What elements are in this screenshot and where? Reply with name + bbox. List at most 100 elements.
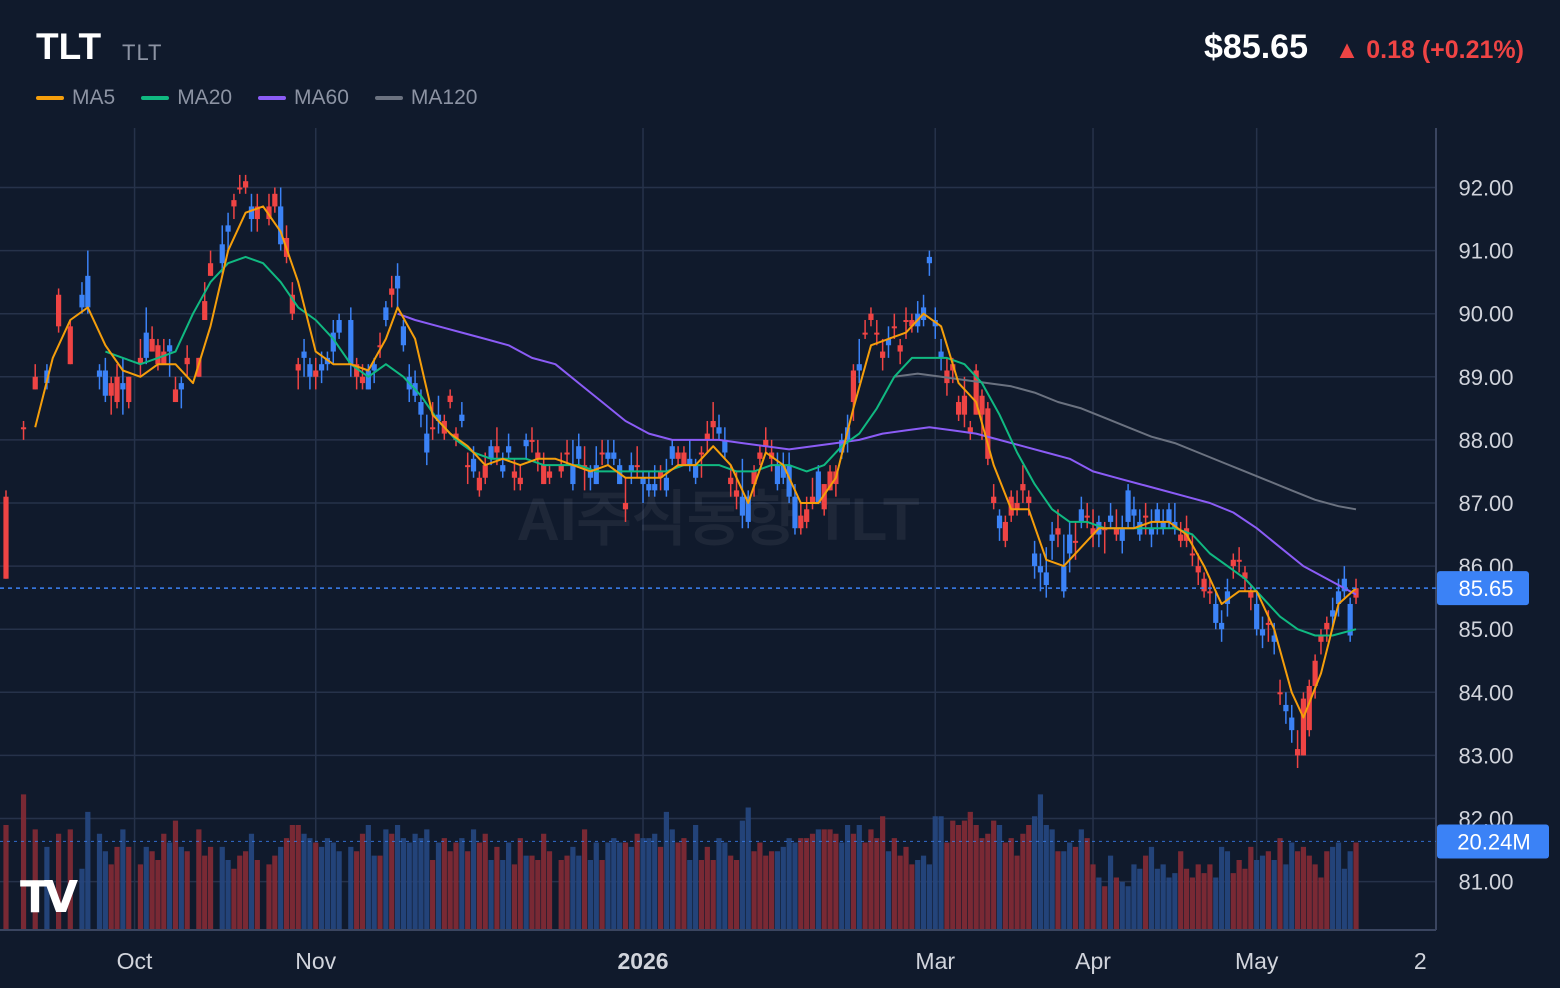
volume-bar: [44, 846, 50, 930]
candle-body: [32, 376, 38, 390]
volume-bar: [476, 842, 482, 930]
candle-body: [546, 471, 553, 478]
volume-bar: [1183, 868, 1190, 930]
volume-bar: [1306, 855, 1312, 930]
volume-bar: [231, 868, 237, 930]
volume-bar: [1335, 842, 1342, 930]
candle-body: [137, 357, 144, 365]
volume-bar: [3, 825, 9, 930]
last-price-badge: [1437, 571, 1529, 606]
volume-bar: [161, 833, 167, 930]
volume-bar: [1154, 868, 1160, 930]
volume-bar: [716, 838, 722, 930]
candle-body: [535, 452, 541, 459]
candle-body: [973, 370, 979, 415]
volume-bar: [675, 842, 681, 930]
volume-bar: [792, 842, 798, 930]
candle-body: [909, 320, 915, 327]
candle-body: [774, 465, 781, 485]
volume-bar: [593, 842, 599, 930]
candle-body: [272, 193, 278, 207]
candle-body: [254, 206, 260, 220]
candle-body: [991, 496, 997, 503]
volume-bar: [1289, 842, 1295, 930]
volume-bar: [763, 855, 769, 930]
candle-body: [763, 439, 769, 447]
candle-body: [693, 465, 699, 478]
volume-bar: [336, 851, 342, 930]
candle-body: [938, 351, 944, 358]
legend-swatch-ma20: [141, 96, 170, 100]
legend-label-ma120: MA120: [410, 86, 478, 109]
candle-body: [634, 465, 640, 468]
volume-bar: [295, 825, 301, 930]
candle-body: [792, 496, 798, 529]
ticker-symbol: TLT: [36, 26, 102, 67]
candle-body: [1189, 553, 1195, 556]
volume-bar: [681, 838, 687, 930]
volume-bar: [155, 860, 161, 930]
volume-bar: [862, 842, 868, 930]
volume-bar: [359, 833, 366, 930]
candle-body: [856, 364, 862, 371]
volume-bar: [920, 855, 927, 930]
legend-item-ma60[interactable]: MA60: [258, 86, 349, 110]
volume-bar: [1242, 868, 1248, 930]
volume-bar: [967, 811, 973, 930]
candle-body: [722, 439, 728, 453]
volume-bar: [301, 833, 307, 930]
volume-bar: [1119, 881, 1125, 930]
volume-bar: [710, 860, 716, 930]
volume-bar: [400, 838, 407, 930]
candle-body: [739, 496, 745, 516]
candle-body: [3, 496, 9, 579]
candlesticks: [3, 174, 1359, 769]
candle-body: [1090, 528, 1096, 535]
volume-bar: [1224, 851, 1231, 930]
legend-item-ma120[interactable]: MA120: [374, 86, 478, 110]
volume-bar: [365, 825, 371, 930]
candle-body: [1213, 603, 1219, 623]
candle-body: [1335, 591, 1342, 604]
candle-body: [1107, 515, 1114, 522]
volume-bar: [465, 851, 471, 930]
candle-body: [1143, 515, 1149, 518]
candle-body: [1037, 566, 1044, 573]
legend-item-ma20[interactable]: MA20: [141, 86, 232, 110]
volume-bar: [821, 829, 827, 930]
candle-body: [1160, 521, 1166, 529]
volume-bar: [768, 851, 775, 930]
volume-bar: [225, 860, 231, 930]
candle-body: [1330, 610, 1336, 617]
candle-body: [102, 370, 108, 396]
candle-body: [1230, 559, 1236, 567]
legend-item-ma5[interactable]: MA5: [36, 86, 115, 110]
volume-bar: [1137, 868, 1143, 930]
candle-body: [593, 465, 599, 485]
volume-bar: [172, 820, 179, 930]
candle-body: [266, 206, 272, 220]
volume-bar: [687, 860, 693, 930]
volume-bar: [389, 833, 395, 930]
volume-bar: [1061, 851, 1067, 930]
candle-body: [307, 364, 313, 377]
candle-body: [172, 389, 179, 403]
candle-body: [1347, 603, 1353, 636]
y-tick-label: 81.00: [1458, 870, 1513, 895]
y-tick-label: 84.00: [1458, 680, 1513, 705]
volume-bar: [1347, 851, 1353, 930]
candle-body: [587, 471, 594, 478]
y-tick-label: 89.00: [1458, 365, 1513, 390]
volume-bar: [897, 855, 903, 930]
candle-body: [330, 332, 336, 352]
volume-bar: [733, 860, 740, 930]
candle-body: [640, 477, 646, 485]
volume-bar: [915, 860, 921, 930]
candle-body: [1341, 578, 1347, 592]
volume-bar: [1312, 864, 1318, 930]
legend-swatch-ma120: [374, 96, 403, 100]
volume-bar: [377, 855, 383, 930]
volume-bar: [628, 846, 634, 930]
candle-body: [687, 458, 693, 466]
